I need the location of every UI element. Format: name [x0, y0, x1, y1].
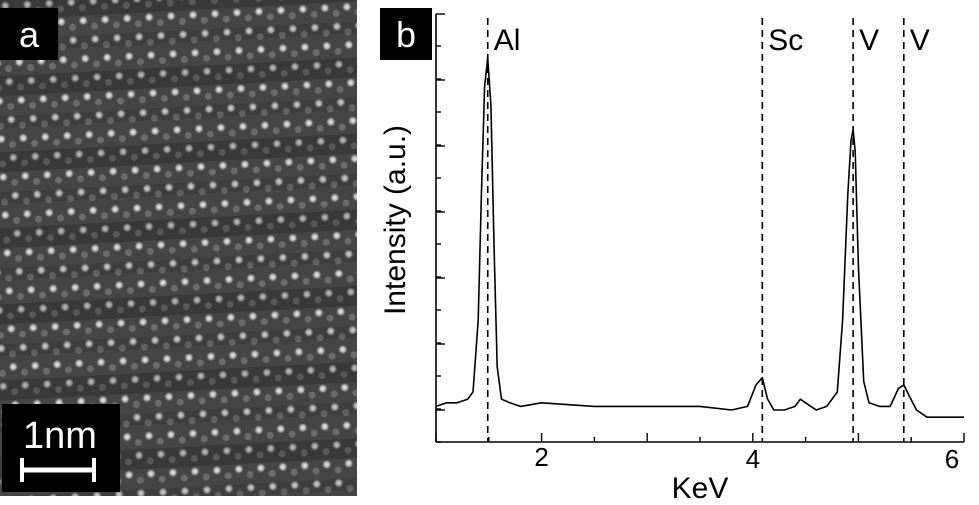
marker-label: V [910, 24, 930, 57]
micrograph-panel: a 1nm [0, 0, 357, 496]
marker-label: Sc [768, 24, 803, 57]
spectrum-plot [435, 57, 964, 419]
x-tick-label: 6 [945, 444, 959, 474]
svg-text:b: b [396, 14, 416, 55]
y-axis-title: Intensity (a.u.) [379, 125, 412, 315]
axes: 2 4 6 [435, 13, 965, 474]
x-tick-label: 4 [746, 444, 760, 474]
marker-label: Al [494, 24, 521, 57]
scale-bar: 1nm [2, 404, 120, 492]
panel-a-label: a [0, 8, 58, 60]
spectrum-line [435, 57, 964, 419]
element-markers: Al Sc V V [486, 18, 930, 442]
marker-label: V [859, 24, 879, 57]
x-axis-title: KeV [672, 472, 729, 505]
x-tick-label: 2 [534, 442, 548, 472]
svg-text:a: a [19, 14, 40, 55]
scale-bar-label: 1nm [23, 415, 97, 457]
spectrum-panel: b Intensity (a.u.) KeV 2 4 6 Al Sc V V [379, 8, 965, 505]
panel-b-label: b [380, 8, 432, 60]
